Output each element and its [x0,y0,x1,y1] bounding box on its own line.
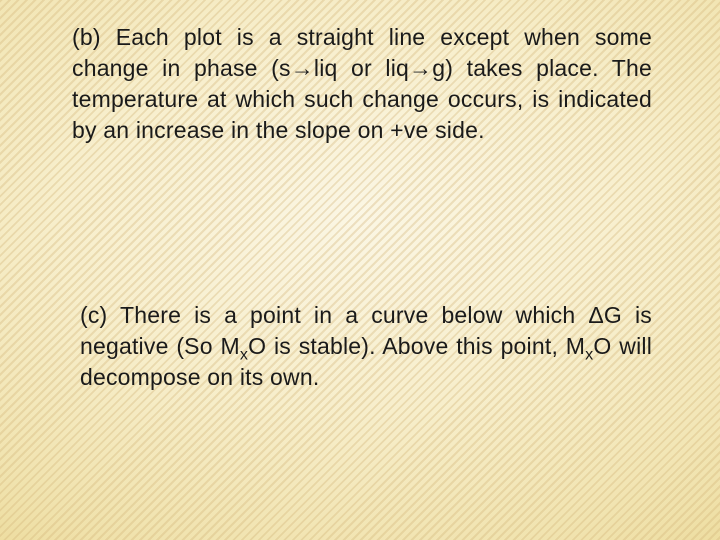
paragraph-b-text: Each plot is a straight line except when… [72,24,652,143]
paragraph-c: (c) There is a point in a curve below wh… [80,300,652,393]
paragraph-b-label: (b) [72,24,101,50]
subscript-x-1: x [240,346,248,364]
paragraph-c-label: (c) [80,302,107,328]
paragraph-b: (b) Each plot is a straight line except … [72,22,652,146]
paragraph-c-mid: O is stable). Above this point, M [248,333,585,359]
